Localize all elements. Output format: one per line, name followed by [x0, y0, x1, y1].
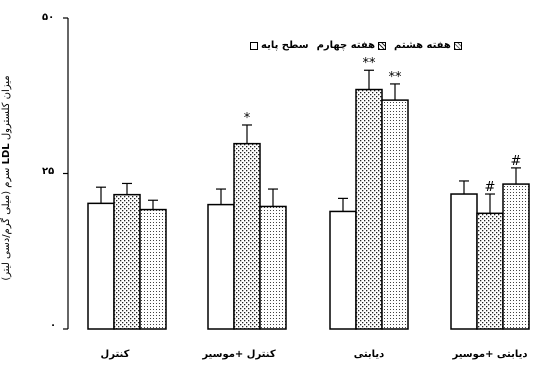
- significance-mark-week4-1: *: [244, 111, 251, 126]
- bar-baseline-3: [450, 193, 478, 330]
- y-axis-label-part-2: LDL: [1, 143, 12, 165]
- legend-swatch-week4: [378, 41, 387, 50]
- category-label-diabetic: دیابتی: [353, 349, 385, 360]
- legend-item-week8: هفته هشتم: [394, 40, 462, 51]
- bar-week4-3: [476, 212, 504, 330]
- y-axis-label-part-1: میزان کلسترول: [1, 75, 12, 141]
- significance-mark-week8-3: #: [511, 154, 522, 169]
- significance-mark-week8-2: **: [389, 70, 403, 85]
- legend-label-week8: هفته هشتم: [394, 40, 451, 51]
- legend-label-baseline: سطح پایه: [261, 40, 309, 51]
- bar-week8-1: [259, 205, 287, 330]
- bar-baseline-2: [329, 210, 357, 330]
- bar-week8-2: [381, 99, 409, 330]
- legend-label-week4: هفته چهارم: [316, 40, 376, 51]
- legend-item-baseline: سطح پایه: [250, 40, 309, 51]
- y-tick-label-50: ۵۰: [42, 12, 55, 23]
- legend-swatch-baseline: [250, 41, 258, 50]
- bar-week4-2: [355, 88, 383, 330]
- bar-week8-0: [139, 208, 167, 330]
- y-axis-label-part-3: سرم (میلی گرم/دسی لیتر): [1, 167, 12, 281]
- bar-baseline-1: [207, 203, 235, 330]
- legend-item-week4: هفته چهارم: [316, 40, 387, 51]
- legend: سطح پایه هفته چهارم هفته هشتم: [250, 40, 462, 51]
- y-axis-label: میزان کلسترول LDL سرم (میلی گرم/دسی لیتر…: [1, 13, 19, 343]
- category-label-control: کنترل: [100, 349, 130, 360]
- y-tick-label-0: ۰: [50, 320, 57, 331]
- bar-week4-0: [113, 193, 141, 330]
- legend-swatch-week8: [453, 41, 462, 50]
- category-label-diabetic-musir: دیابتی +موسیر: [452, 349, 528, 360]
- significance-mark-week4-3: #: [485, 180, 496, 195]
- bar-baseline-0: [87, 202, 115, 330]
- significance-mark-week4-2: **: [363, 56, 377, 71]
- y-tick-label-25: ۲۵: [42, 166, 55, 177]
- bar-week8-3: [502, 183, 530, 330]
- category-label-control-musir: کنترل +موسیر: [202, 349, 276, 360]
- bar-week4-1: [233, 142, 261, 330]
